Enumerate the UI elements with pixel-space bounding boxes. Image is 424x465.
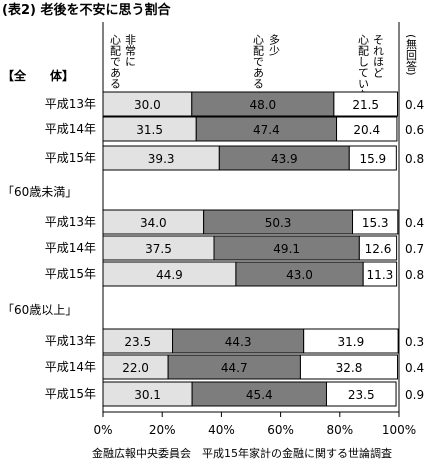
no-answer-label: 0.3 [405, 335, 424, 349]
bar-segment [102, 116, 197, 142]
data-label: 32.8 [336, 361, 363, 375]
data-label: 22.0 [122, 361, 149, 375]
x-tick-label: 40% [208, 423, 235, 437]
data-label: 50.3 [265, 216, 292, 230]
legend-label: (無回答) [405, 34, 418, 76]
bar-segment [102, 328, 174, 354]
source-note: 金融広報中央委員会 平成15年家計の金融に関する世論調査 [92, 446, 392, 460]
group-label: 「60歳以上」 [2, 303, 77, 317]
data-label: 31.9 [338, 335, 365, 349]
bar-segment [303, 328, 399, 354]
bar-segment [102, 91, 193, 117]
x-tick-label: 80% [326, 423, 353, 437]
no-answer-label: 0.4 [405, 216, 424, 230]
row-label: 平成15年 [45, 151, 96, 165]
bar-segment [333, 91, 399, 117]
data-label: 31.5 [136, 123, 163, 137]
x-tick-label: 0% [93, 423, 112, 437]
legend-label: 非常に [124, 34, 137, 67]
bar-segment [348, 145, 397, 171]
legend-label: 心配である [252, 34, 265, 89]
data-label: 20.4 [353, 123, 380, 137]
bar-segment [172, 328, 305, 354]
data-label: 45.4 [246, 388, 273, 402]
no-answer-label: 0.7 [405, 242, 424, 256]
data-label: 43.9 [271, 152, 298, 166]
bar-segment [203, 209, 354, 235]
data-label: 15.9 [359, 152, 386, 166]
no-answer-label: 0.9 [405, 388, 424, 402]
data-label: 11.3 [367, 268, 394, 282]
no-answer-label: 0.8 [405, 268, 424, 282]
data-label: 30.0 [134, 98, 161, 112]
row-label: 平成14年 [45, 122, 96, 136]
data-label: 23.5 [124, 335, 151, 349]
data-label: 48.0 [249, 98, 276, 112]
group-labels: 【全 体】「60歳未満」「60歳以上」 [2, 68, 77, 317]
bar-segment [102, 235, 215, 261]
bar-segment [362, 261, 398, 287]
legend-label: 多少 [268, 33, 281, 56]
row-label: 平成15年 [45, 267, 96, 281]
no-answer-label: 0.4 [405, 98, 424, 112]
bar-segment [102, 354, 169, 380]
data-label: 34.0 [140, 216, 167, 230]
legend-label: 心配である [109, 34, 122, 89]
row-label: 平成14年 [45, 360, 96, 374]
data-label: 44.7 [221, 361, 248, 375]
data-label: 12.6 [365, 242, 392, 256]
data-label: 21.5 [352, 98, 379, 112]
data-label: 43.0 [286, 268, 313, 282]
bar-segment [325, 381, 397, 407]
bar-segment [195, 116, 338, 142]
row-label: 平成13年 [45, 97, 96, 111]
legend-label: それほど [372, 34, 385, 78]
bar-segment [299, 354, 399, 380]
no-answer-label: 0.4 [405, 361, 424, 375]
legend-entry: (無回答) [405, 34, 418, 76]
data-label: 49.1 [273, 242, 300, 256]
bar-segment [102, 381, 193, 407]
x-tick-label: 60% [267, 423, 294, 437]
no-answer-label: 0.8 [405, 152, 424, 166]
data-label: 44.3 [225, 335, 252, 349]
row-label: 平成15年 [45, 387, 96, 401]
row-label: 平成13年 [45, 215, 96, 229]
row-label: 平成14年 [45, 241, 96, 255]
no-answer-label: 0.6 [405, 123, 424, 137]
group-label: 「60歳未満」 [2, 185, 77, 199]
data-label: 39.3 [148, 152, 175, 166]
group-label: 【全 体】 [2, 68, 74, 83]
data-label: 23.5 [348, 388, 375, 402]
row-label: 平成13年 [45, 334, 96, 348]
bar-segment [191, 91, 335, 117]
bar-segment [352, 209, 399, 235]
x-tick-label: 20% [149, 423, 176, 437]
bar-segment [218, 145, 350, 171]
bars: 平成13年 30.0 48.0 21.5 0.4 平成14年 31.5 47.4 20.4 0.6… [45, 91, 424, 412]
bar-segment [336, 116, 398, 142]
bar-segment [358, 235, 398, 261]
bar-segment [213, 235, 360, 261]
data-label: 37.5 [145, 242, 172, 256]
data-label: 15.3 [362, 216, 389, 230]
data-label: 44.9 [156, 268, 183, 282]
bar-segment [102, 145, 220, 171]
data-label: 47.4 [253, 123, 280, 137]
data-label: 30.1 [134, 388, 161, 402]
bar-segment [102, 261, 237, 287]
chart-title: (表2) 老後を不安に思う割合 [2, 2, 171, 18]
x-axis: 0% 20% 40% 60% 80% 100% [93, 411, 416, 437]
x-tick-label: 100% [382, 423, 416, 437]
